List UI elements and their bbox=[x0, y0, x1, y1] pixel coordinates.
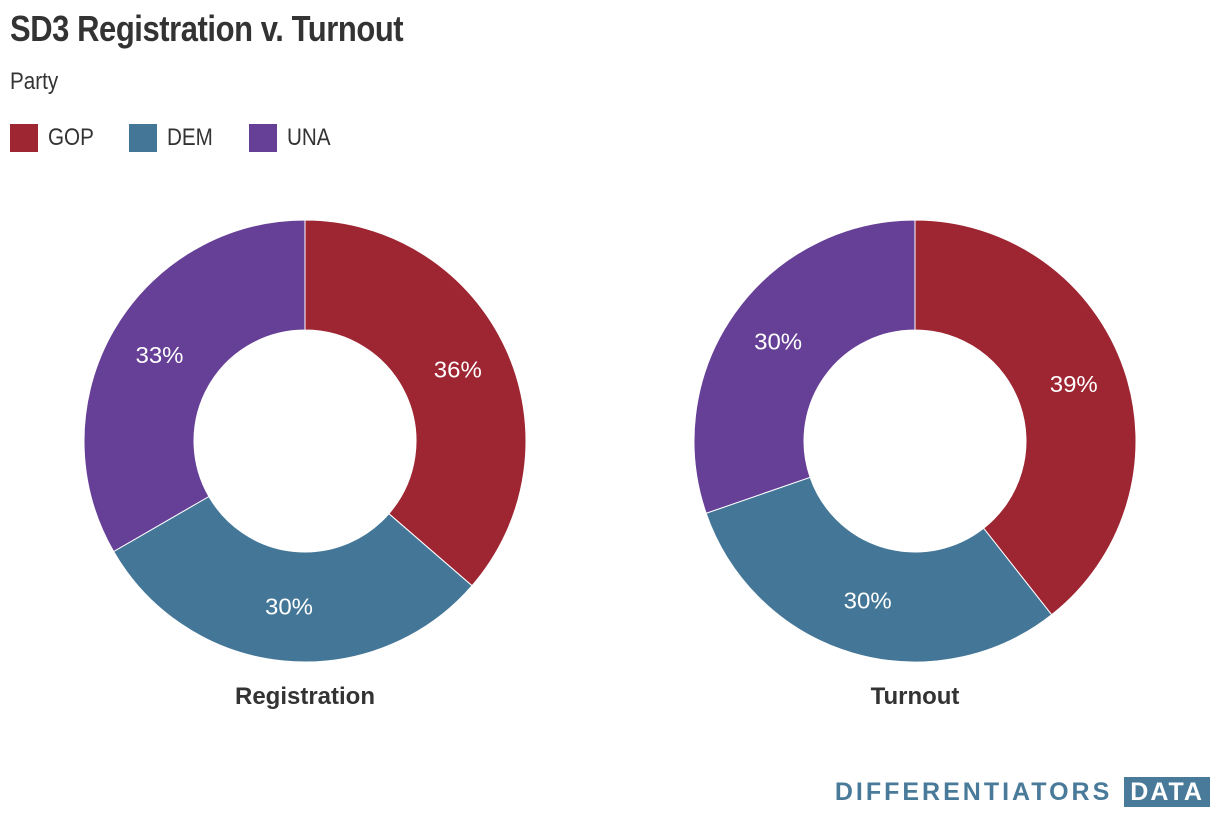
chart-name-registration: Registration bbox=[235, 683, 375, 710]
legend-item-dem[interactable]: DEM bbox=[129, 124, 220, 152]
slice-turnout-una[interactable] bbox=[693, 219, 916, 514]
legend-swatch-gop bbox=[10, 124, 38, 152]
slice-turnout-gop[interactable] bbox=[914, 219, 1137, 616]
legend-label-gop: GOP bbox=[48, 124, 94, 151]
logo-text: DIFFERENTIATORS bbox=[834, 777, 1113, 806]
slice-registration-gop[interactable] bbox=[304, 219, 527, 587]
slice-registration-dem[interactable] bbox=[112, 495, 473, 663]
data-label-registration-una: 33% bbox=[136, 342, 184, 368]
legend-item-una[interactable]: UNA bbox=[248, 124, 338, 152]
slice-turnout-dem[interactable] bbox=[705, 476, 1053, 663]
donut-chart-registration: 36% 30% 33% Registration bbox=[83, 219, 527, 710]
chart-name-turnout: Turnout bbox=[871, 683, 960, 710]
data-label-turnout-dem: 30% bbox=[844, 587, 892, 613]
donut-chart-turnout: 39% 30% 30% Turnout bbox=[693, 219, 1137, 710]
legend: GOP DEM UNA bbox=[10, 124, 365, 152]
brand-logo: DIFFERENTIATORS DATA bbox=[835, 776, 1210, 808]
data-label-registration-dem: 30% bbox=[265, 593, 313, 619]
logo-box: DATA bbox=[1124, 777, 1210, 807]
legend-label-una: UNA bbox=[286, 124, 331, 151]
legend-title: Party bbox=[10, 68, 59, 95]
legend-swatch-dem bbox=[129, 124, 158, 152]
legend-item-gop[interactable]: GOP bbox=[10, 124, 101, 152]
data-label-registration-gop: 36% bbox=[434, 356, 482, 382]
slice-registration-una[interactable] bbox=[83, 219, 306, 553]
data-label-turnout-una: 30% bbox=[754, 329, 802, 355]
legend-label-dem: DEM bbox=[167, 124, 214, 151]
legend-swatch-una bbox=[248, 124, 277, 152]
chart-title: SD3 Registration v. Turnout bbox=[10, 8, 404, 49]
data-label-turnout-gop: 39% bbox=[1050, 371, 1098, 397]
